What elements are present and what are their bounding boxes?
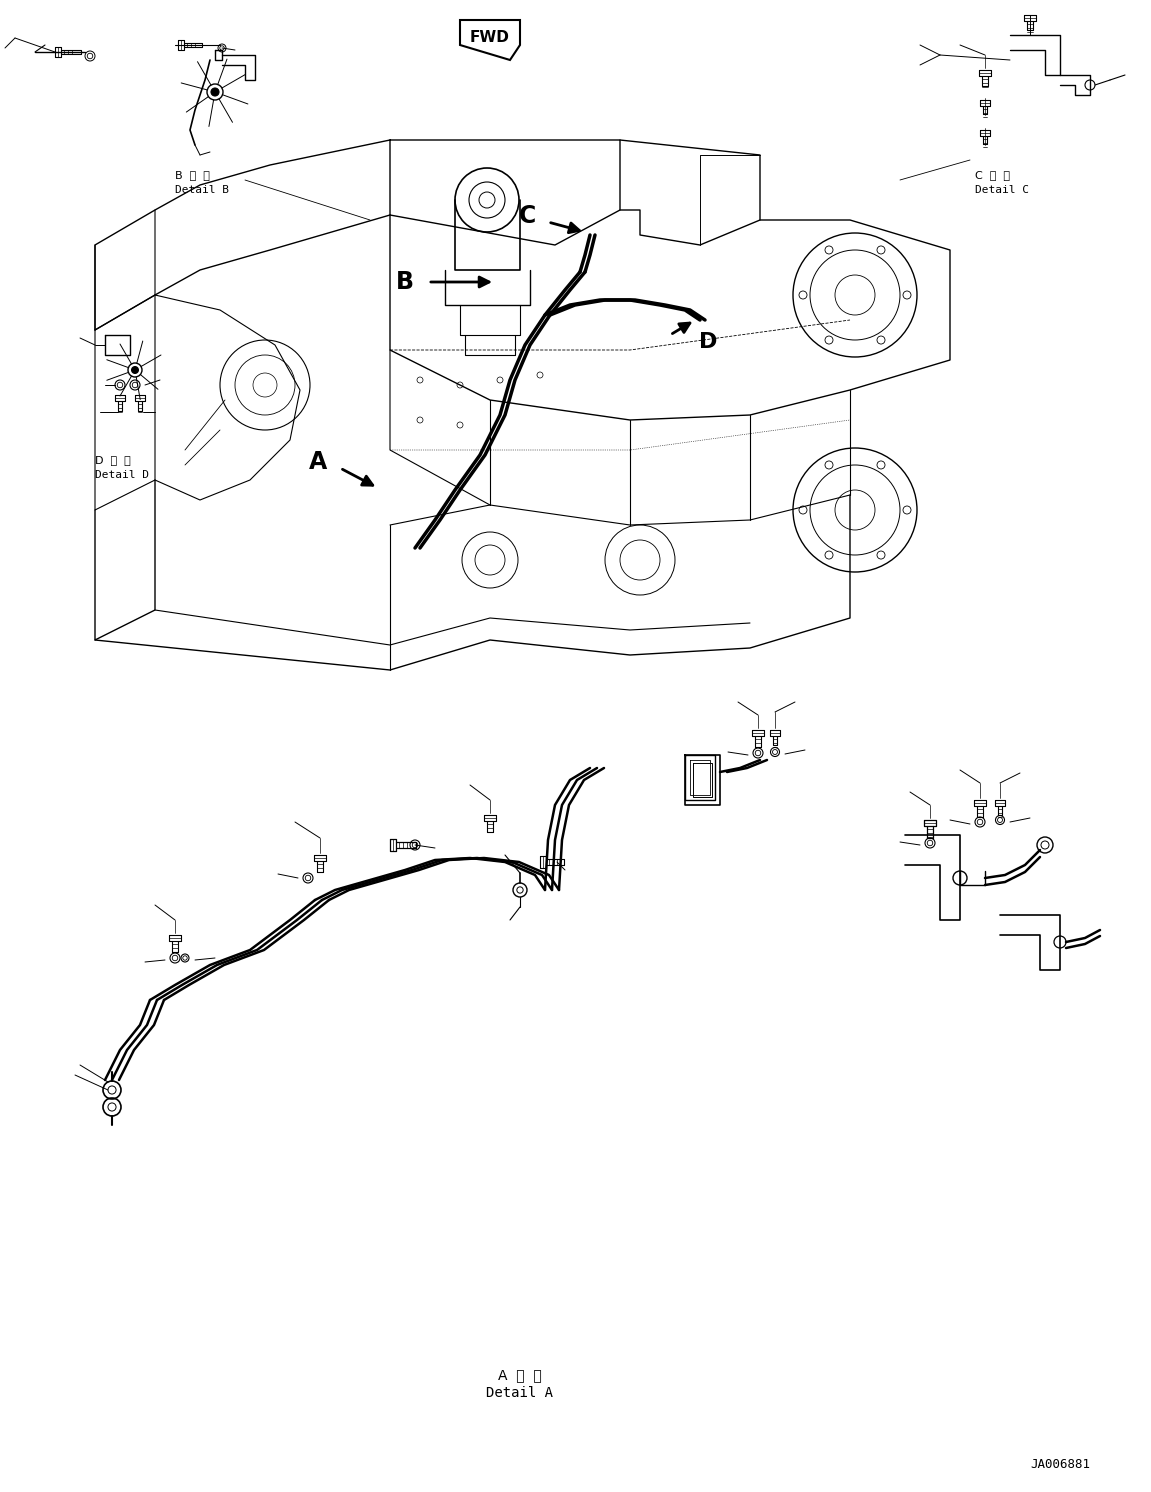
Text: A: A — [308, 451, 327, 474]
Text: A  詳  細: A 詳 細 — [498, 1368, 542, 1382]
Circle shape — [131, 367, 138, 373]
Text: D  詳  細: D 詳 細 — [96, 455, 131, 466]
Text: Detail D: Detail D — [96, 470, 148, 480]
Text: B: B — [396, 270, 414, 294]
Text: B  詳  細: B 詳 細 — [175, 170, 209, 181]
Text: Detail C: Detail C — [975, 185, 1029, 195]
Text: FWD: FWD — [470, 30, 510, 45]
Text: Detail B: Detail B — [175, 185, 229, 195]
Text: D: D — [699, 333, 717, 352]
Text: C: C — [519, 204, 536, 228]
Text: Detail A: Detail A — [487, 1386, 554, 1399]
Circle shape — [211, 88, 219, 95]
Text: C  詳  細: C 詳 細 — [975, 170, 1009, 181]
Text: JA006881: JA006881 — [1030, 1459, 1090, 1471]
